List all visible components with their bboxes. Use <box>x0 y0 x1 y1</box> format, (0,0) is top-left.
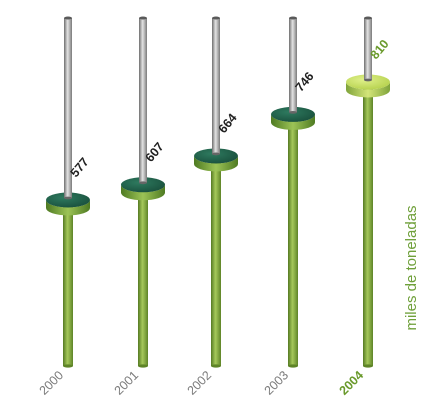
disc-top-2003 <box>271 106 315 122</box>
rod-cap-2002 <box>212 16 220 20</box>
disc-top-2002 <box>194 148 238 164</box>
year-label-2002: 2002 <box>185 368 215 398</box>
disc-top-2004 <box>346 74 390 90</box>
rod-cap-2003 <box>289 16 297 20</box>
grey-rod-2003 <box>289 18 297 115</box>
disc-side-2000 <box>46 200 90 216</box>
disc-side-2004 <box>346 82 391 98</box>
year-label-2004: 2004 <box>337 368 367 398</box>
column-base-2003 <box>288 364 298 368</box>
green-column-2004 <box>363 82 373 366</box>
disc-side-2002 <box>194 155 238 172</box>
disc-top-2000 <box>46 192 90 208</box>
grey-rod-2004 <box>364 18 372 82</box>
column-base-2004 <box>363 364 373 368</box>
rod-join-2001 <box>139 162 147 183</box>
y-axis-label: miles de toneladas <box>403 205 420 330</box>
disc-side-2003 <box>271 114 315 130</box>
year-label-2001: 2001 <box>112 368 142 398</box>
column-base-2001 <box>138 364 148 368</box>
green-column-2000 <box>63 200 73 366</box>
column-base-2002 <box>211 364 221 368</box>
rod-hole-2000 <box>64 196 72 200</box>
rod-cap-2000 <box>64 16 72 20</box>
green-column-2001 <box>138 184 148 366</box>
green-column-2003 <box>288 114 298 366</box>
grey-rod-2001 <box>139 18 147 185</box>
rod-cap-2001 <box>139 16 147 20</box>
rod-join-2002 <box>212 133 220 154</box>
rod-hole-2001 <box>139 181 147 185</box>
rod-join-2004 <box>364 60 372 80</box>
rod-hole-2003 <box>289 111 297 114</box>
rod-cap-2004 <box>364 16 372 20</box>
green-column-2002 <box>211 155 221 366</box>
grey-rod-2000 <box>64 18 72 200</box>
year-label-2000: 2000 <box>37 368 67 398</box>
rod-join-2003 <box>289 92 297 113</box>
rod-hole-2004 <box>364 78 372 82</box>
disc-side-2001 <box>121 184 165 201</box>
rod-hole-2002 <box>212 152 220 156</box>
rod-join-2000 <box>64 178 72 198</box>
year-label-2003: 2003 <box>262 368 292 398</box>
grey-rod-2002 <box>212 18 220 156</box>
column-base-2000 <box>63 364 73 368</box>
disc-top-2001 <box>121 177 165 193</box>
